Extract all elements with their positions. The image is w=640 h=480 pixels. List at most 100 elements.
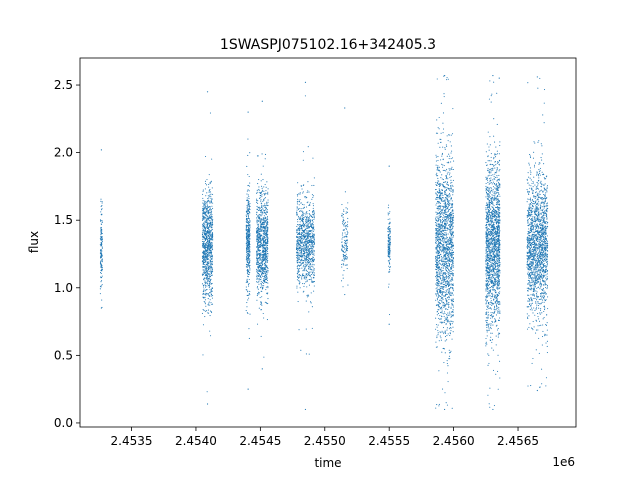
data-point bbox=[298, 269, 300, 271]
data-point bbox=[435, 346, 437, 348]
data-point bbox=[212, 218, 214, 220]
data-point bbox=[446, 145, 448, 147]
data-point bbox=[451, 277, 453, 279]
data-point bbox=[204, 303, 206, 305]
data-point bbox=[388, 283, 390, 285]
data-point bbox=[256, 323, 259, 325]
data-point bbox=[452, 256, 454, 259]
data-point bbox=[263, 235, 265, 237]
data-point bbox=[296, 246, 298, 248]
data-point bbox=[267, 271, 269, 273]
data-point bbox=[266, 211, 269, 213]
data-point bbox=[445, 275, 447, 277]
data-point bbox=[209, 330, 211, 332]
data-point bbox=[436, 229, 438, 232]
data-point bbox=[301, 232, 304, 234]
data-point bbox=[265, 286, 267, 288]
data-point bbox=[342, 259, 344, 261]
data-point bbox=[307, 220, 309, 223]
data-point bbox=[301, 225, 303, 227]
data-point bbox=[101, 244, 103, 246]
data-point bbox=[307, 235, 309, 237]
data-point bbox=[249, 225, 251, 227]
data-point bbox=[306, 245, 308, 247]
data-point bbox=[388, 286, 390, 288]
data-point bbox=[296, 236, 298, 238]
data-point bbox=[442, 146, 444, 148]
data-point bbox=[265, 232, 267, 235]
data-point bbox=[304, 240, 306, 243]
data-point bbox=[263, 268, 265, 270]
data-point bbox=[450, 145, 452, 147]
data-point bbox=[205, 260, 207, 262]
data-point bbox=[442, 225, 444, 227]
data-point bbox=[437, 217, 439, 219]
data-point bbox=[267, 285, 269, 288]
data-point bbox=[209, 251, 211, 253]
data-point bbox=[209, 244, 211, 246]
data-point bbox=[245, 225, 247, 227]
data-point bbox=[440, 269, 442, 271]
data-point bbox=[210, 251, 212, 253]
data-point bbox=[262, 165, 264, 167]
data-point bbox=[438, 403, 440, 406]
data-point bbox=[247, 273, 249, 276]
data-point bbox=[439, 219, 442, 221]
data-point bbox=[258, 279, 260, 281]
data-point bbox=[249, 258, 251, 260]
data-point bbox=[265, 257, 267, 260]
data-point bbox=[450, 259, 452, 261]
data-point bbox=[437, 200, 439, 203]
data-point bbox=[344, 191, 346, 193]
data-point bbox=[443, 215, 445, 217]
data-point bbox=[202, 212, 204, 214]
data-point bbox=[436, 246, 438, 249]
data-point bbox=[100, 233, 103, 235]
data-point bbox=[263, 233, 265, 236]
data-point bbox=[308, 251, 310, 253]
data-point bbox=[210, 227, 212, 229]
data-point bbox=[248, 205, 250, 207]
data-point bbox=[439, 231, 442, 233]
data-point bbox=[246, 265, 248, 267]
data-point bbox=[203, 205, 205, 207]
data-point bbox=[101, 246, 103, 248]
data-point bbox=[387, 248, 389, 250]
data-point bbox=[247, 252, 249, 254]
data-point bbox=[264, 301, 266, 303]
data-point bbox=[444, 199, 446, 201]
data-point bbox=[204, 202, 206, 205]
data-point bbox=[203, 247, 205, 249]
data-point bbox=[208, 232, 210, 234]
data-point bbox=[441, 209, 443, 211]
data-point bbox=[311, 265, 313, 267]
data-point bbox=[201, 233, 203, 235]
data-point bbox=[262, 235, 264, 237]
data-point bbox=[205, 267, 207, 269]
data-point bbox=[444, 248, 446, 250]
data-point bbox=[389, 255, 391, 257]
data-point bbox=[449, 311, 451, 313]
data-point bbox=[208, 238, 210, 240]
data-point bbox=[303, 242, 305, 244]
data-point bbox=[312, 228, 314, 230]
data-point bbox=[443, 256, 445, 258]
data-point bbox=[443, 313, 445, 315]
data-point bbox=[313, 214, 315, 216]
data-point bbox=[311, 245, 314, 247]
data-point bbox=[302, 262, 304, 264]
data-point bbox=[436, 227, 438, 229]
data-point bbox=[444, 147, 446, 149]
data-point bbox=[298, 218, 301, 220]
data-point bbox=[202, 189, 204, 191]
data-point bbox=[210, 291, 212, 293]
data-point bbox=[311, 184, 313, 187]
data-point bbox=[208, 255, 210, 257]
data-point bbox=[260, 214, 262, 216]
data-point bbox=[256, 219, 258, 221]
data-point bbox=[442, 221, 444, 223]
data-point bbox=[439, 210, 441, 213]
data-point bbox=[453, 266, 455, 268]
data-point bbox=[452, 298, 455, 300]
data-point bbox=[205, 195, 207, 197]
